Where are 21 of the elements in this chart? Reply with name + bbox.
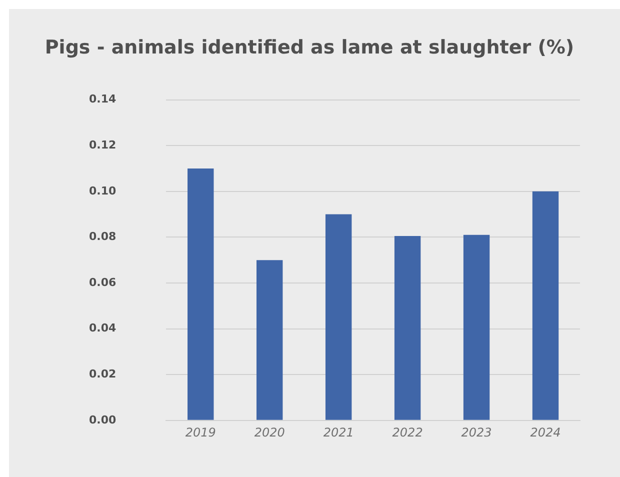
bar	[532, 191, 559, 420]
chart-title: Pigs - animals identified as lame at slaughter (%)	[44, 36, 574, 58]
bar	[188, 168, 214, 420]
y-tick-label: 0.14	[89, 92, 116, 106]
bar	[394, 236, 421, 420]
bar	[463, 234, 490, 420]
x-tick-label: 2019	[185, 426, 216, 440]
y-tick-label: 0.00	[89, 413, 116, 426]
y-tick-label: 0.02	[89, 367, 116, 380]
x-tick-label: 2021	[323, 426, 354, 440]
x-tick-label: 2023	[461, 426, 492, 440]
bar	[325, 214, 352, 420]
y-tick-label: 0.06	[89, 276, 116, 289]
x-tick-label: 2020	[254, 426, 286, 440]
x-tick-label: 2024	[530, 426, 561, 440]
bar	[256, 260, 283, 420]
x-tick-label: 2022	[392, 426, 423, 440]
y-tick-label: 0.04	[89, 322, 116, 335]
y-tick-label: 0.12	[89, 138, 116, 152]
y-tick-label: 0.08	[89, 230, 116, 244]
y-tick-label: 0.10	[89, 184, 116, 198]
